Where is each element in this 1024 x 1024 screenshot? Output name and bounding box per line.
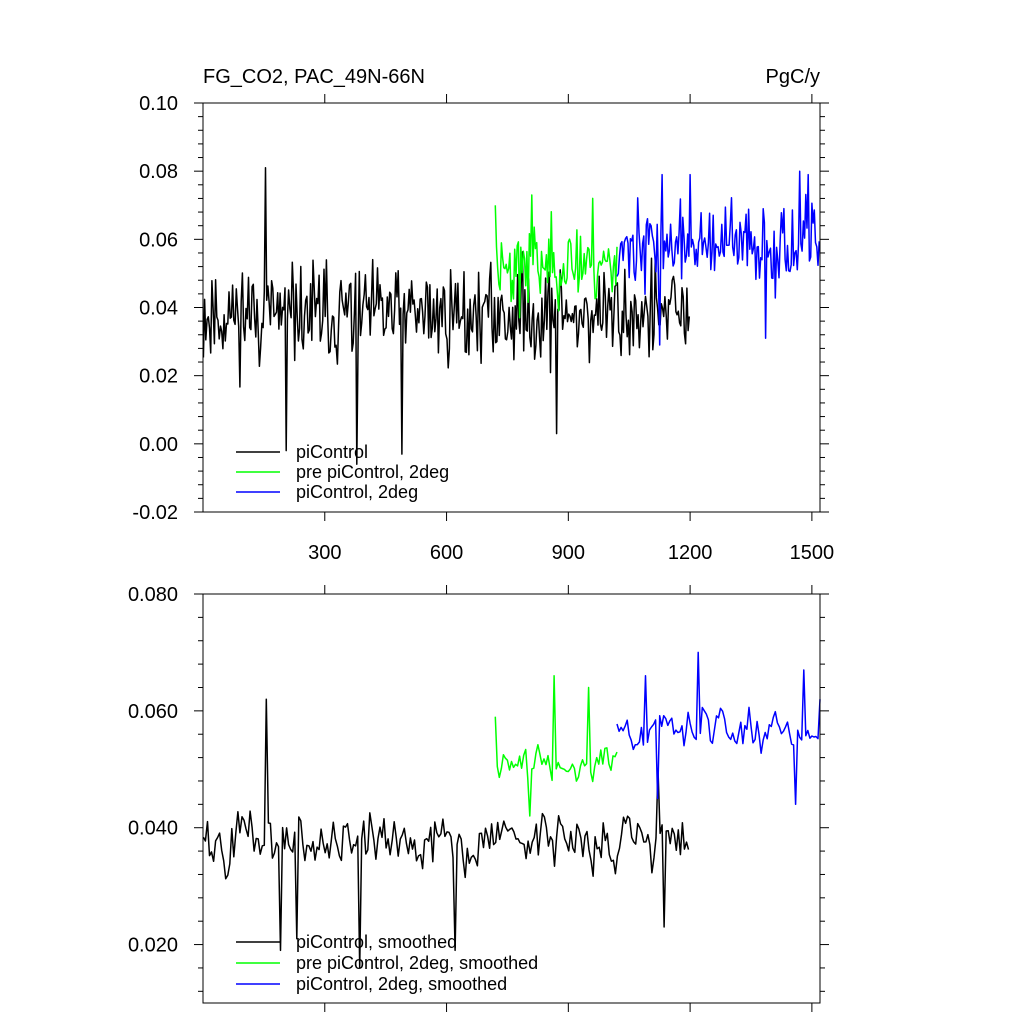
y-tick-label: 0.00 [139,434,178,456]
axis-ticks-bottom [194,585,829,1012]
y-tick-label: 0.020 [128,935,178,957]
y-tick-label: 0.04 [139,298,178,320]
x-tick-label: 300 [308,542,341,564]
legend-label-pre-picontrol-2deg-smoothed: pre piControl, 2deg, smoothed [296,953,538,973]
series-line-picontrol-2deg [616,170,820,346]
y-tick-label: 0.08 [139,161,178,183]
y-tick-label: 0.10 [139,93,178,115]
y-tick-label: 0.060 [128,701,178,723]
y-tick-label: 0.040 [128,818,178,840]
series-line-picontrol [202,167,691,466]
legend-label-pre-picontrol-2deg: pre piControl, 2deg [296,462,449,482]
legend-label-picontrol-smoothed: piControl, smoothed [296,932,457,952]
x-axis-labels-top: 300 600 900 1200 1500 [308,542,834,564]
legend-top: piControl pre piControl, 2deg piControl,… [236,442,449,502]
x-tick-label: 1200 [668,542,713,564]
x-tick-label: 900 [552,542,585,564]
y-tick-label: -0.02 [132,502,178,524]
series-line-pre-picontrol-2deg [494,194,618,319]
y-axis-labels-top: -0.02 0.00 0.02 0.04 0.06 0.08 0.10 [132,93,178,524]
legend-label-picontrol-2deg: piControl, 2deg [296,482,418,502]
legend-bottom: piControl, smoothed pre piControl, 2deg,… [236,932,538,994]
panel-top-fg-co2: FG_CO2, PAC_49N-66N PgC/y -0.02 0.00 0.0… [132,66,834,564]
legend-label-picontrol-2deg-smoothed: piControl, 2deg, smoothed [296,974,507,994]
chart-units: PgC/y [766,66,820,88]
series-line-pre-picontrol-2deg-smoothed [494,675,618,817]
series-layer-bottom [202,651,821,969]
y-tick-label: 0.02 [139,366,178,388]
series-line-picontrol-smoothed [202,698,690,969]
x-tick-label: 600 [430,542,463,564]
plot-frame-bottom [202,593,821,1004]
legend-label-picontrol: piControl [296,442,368,462]
y-axis-labels-bottom: 0.020 0.040 0.060 0.080 [128,584,178,957]
panel-bottom-smoothed: 0.020 0.040 0.060 0.080 piControl, smoot… [128,584,829,1012]
y-tick-label: 0.06 [139,229,178,251]
axis-ticks-top [194,94,829,521]
x-tick-label: 1500 [790,542,835,564]
series-layer-top [202,167,820,466]
series-line-picontrol-2deg-smoothed [616,651,821,806]
chart-title: FG_CO2, PAC_49N-66N [203,66,425,88]
y-tick-label: 0.080 [128,584,178,606]
